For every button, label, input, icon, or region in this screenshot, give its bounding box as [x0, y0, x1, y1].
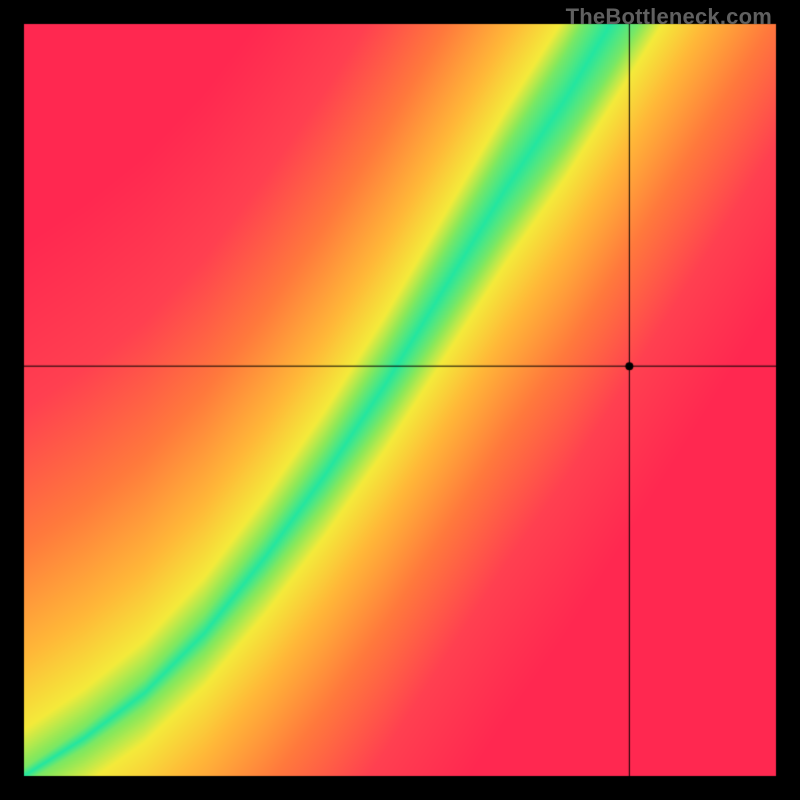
chart-container: TheBottleneck.com — [0, 0, 800, 800]
bottleneck-heatmap — [0, 0, 800, 800]
watermark-text: TheBottleneck.com — [566, 4, 772, 30]
